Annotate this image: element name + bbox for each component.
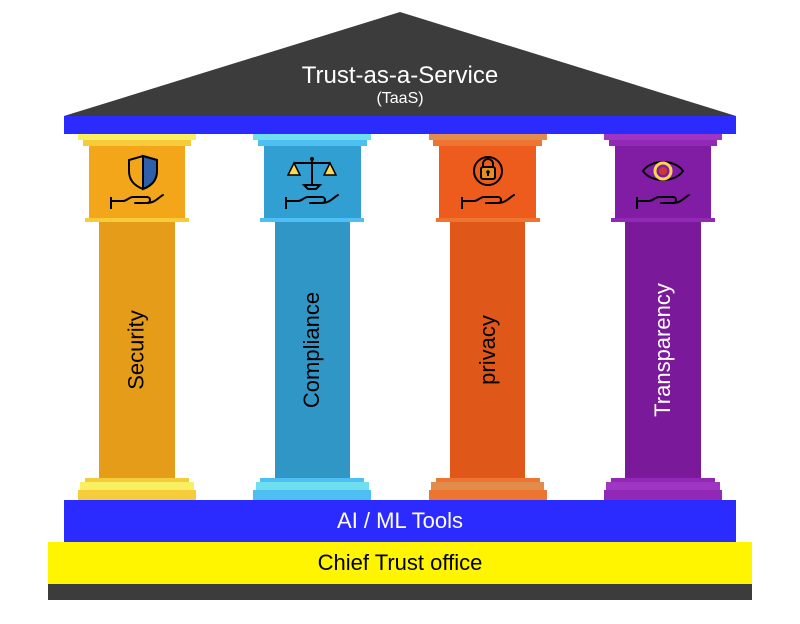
office-bar: Chief Trust office: [48, 542, 752, 584]
eye-hand-icon: [631, 153, 695, 211]
pillar-label: Security: [124, 310, 150, 389]
scales-hand-icon: [280, 153, 344, 211]
capital-body: [264, 146, 361, 218]
pillar-security: Security: [78, 134, 196, 500]
taas-temple-diagram: Trust-as-a-Service (TaaS): [0, 0, 800, 624]
base-band: [78, 490, 196, 500]
pillar-shaft: privacy: [450, 222, 526, 478]
pillar-label: Transparency: [650, 283, 676, 417]
pillar-shaft: Transparency: [625, 222, 701, 478]
tools-label: AI / ML Tools: [337, 508, 463, 534]
pillar-label: Compliance: [299, 292, 325, 408]
pillar-label: privacy: [475, 315, 501, 385]
base-band: [256, 482, 369, 490]
base-band: [429, 490, 547, 500]
pillar-shaft: Compliance: [275, 222, 351, 478]
roof-subtitle: (TaaS): [376, 90, 423, 108]
base-band: [80, 482, 193, 490]
capital-body: [439, 146, 536, 218]
pillar-privacy: privacy: [429, 134, 547, 500]
capital-body: [89, 146, 186, 218]
capital-body: [615, 146, 712, 218]
entablature: [64, 116, 736, 134]
office-label: Chief Trust office: [318, 550, 483, 576]
pillar-shaft: Security: [99, 222, 175, 478]
base-band: [431, 482, 544, 490]
tools-bar: AI / ML Tools: [64, 500, 736, 542]
lock-hand-icon: [456, 153, 520, 211]
pillar-transparency: Transparency: [604, 134, 722, 500]
foundation-beam: [48, 584, 752, 600]
shield-hand-icon: [105, 153, 169, 211]
pediment: Trust-as-a-Service (TaaS): [64, 12, 736, 116]
pillars-row: Security: [78, 134, 722, 500]
base-band: [253, 490, 371, 500]
base-band: [606, 482, 719, 490]
pillar-compliance: Compliance: [253, 134, 371, 500]
base-band: [604, 490, 722, 500]
roof-title: Trust-as-a-Service: [302, 62, 498, 90]
